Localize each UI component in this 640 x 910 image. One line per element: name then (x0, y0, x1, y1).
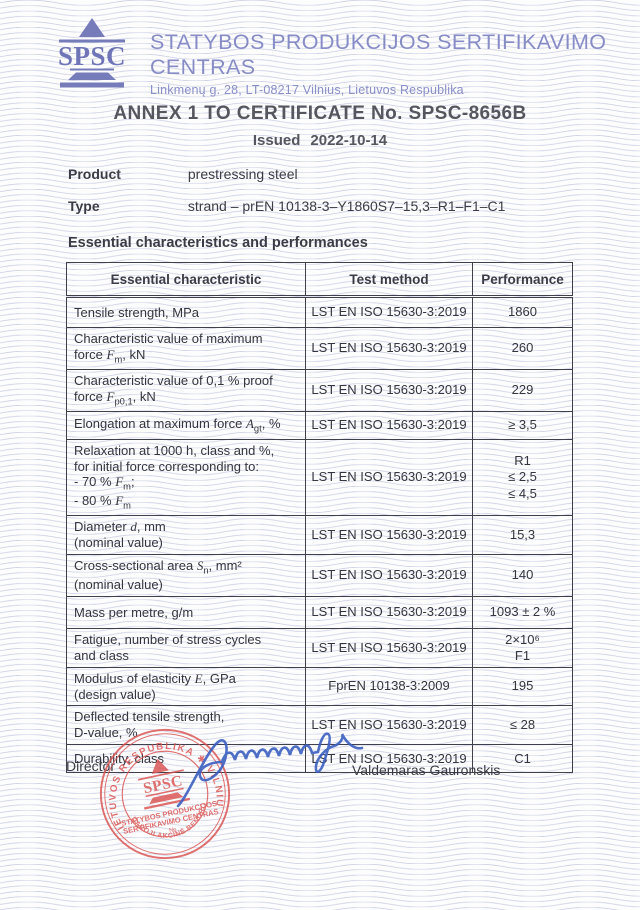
table-row: Mass per metre, g/m LST EN ISO 15630-3:20… (66, 596, 573, 630)
logo-triangle-apex (79, 18, 105, 37)
table-row: Durability, class LST EN ISO 15630-3:2019… (66, 744, 573, 774)
table-row: Tensile strength, MPa LST EN ISO 15630-3:… (66, 296, 573, 328)
table-row: Diameter d, mm (nominal value) LST EN ISO … (66, 515, 573, 556)
table-header-row: Essential characteristic Test method Per… (66, 262, 573, 298)
org-name: STATYBOS PRODUKCIJOS SERTIFIKAVIMO CENTR… (150, 30, 607, 79)
test-method-cell: FprEN 10138-3:2009 (305, 666, 473, 707)
col-header-test-method: Test method (305, 262, 473, 298)
issued-label: Issued (252, 132, 301, 149)
stamp-number-label: № (168, 826, 177, 834)
characteristic-cell: Modulus of elasticity E, GPa (design valu… (66, 666, 306, 707)
performance-cell: 229 (472, 368, 573, 412)
characteristics-table-wrap: Essential characteristic Test method Per… (66, 262, 573, 774)
type-value: strand – prEN 10138-3–Y1860S7–15,3–R1–F1… (187, 198, 506, 214)
characteristic-cell: Mass per metre, g/m (66, 596, 306, 630)
handwritten-signature (176, 732, 364, 808)
org-address: Linkmenų g. 28, LT-08217 Vilnius, Lietuv… (150, 83, 464, 97)
section-heading: Essential characteristics and performanc… (68, 235, 368, 251)
issued-date: 2022-10-14 (310, 132, 388, 149)
performance-cell: 1093 ± 2 % (472, 596, 573, 630)
table-row: Fatigue, number of stress cycles and clas… (66, 628, 573, 668)
test-method-cell: LST EN ISO 15630-3:2019 (305, 438, 473, 517)
characteristic-cell: Tensile strength, MPa (66, 296, 306, 328)
signatory-name: Valdemaras Gauronskis (352, 762, 501, 778)
table-row: Elongation at maximum force Agt, % LST EN… (66, 410, 573, 440)
product-value: prestressing steel (187, 166, 298, 182)
characteristic-cell: Cross-sectional area Sn, mm² (nominal val… (66, 554, 306, 598)
performance-cell: 260 (472, 327, 573, 370)
characteristic-cell: Characteristic value of maximum force Fm,… (66, 327, 306, 370)
characteristic-cell: Diameter d, mm (nominal value) (66, 515, 306, 556)
characteristic-cell: Characteristic value of 0,1 % proof force… (66, 368, 306, 412)
table-row: Characteristic value of 0,1 % proof force… (66, 368, 573, 412)
director-label: Director (66, 758, 116, 774)
product-field: Product prestressing steel (68, 166, 298, 182)
col-header-characteristic: Essential characteristic (66, 262, 306, 298)
type-field: Type strand – prEN 10138-3–Y1860S7–15,3–… (68, 198, 505, 214)
characteristic-cell: Relaxation at 1000 h, class and %, for in… (66, 438, 306, 517)
table-row: Deflected tensile strength, D-value, % LST… (66, 705, 573, 746)
company-stamp: LIETUVOS RESPUBLIKA ✱ VILNIUS ✱ UŽDAROJI… (94, 726, 231, 860)
test-method-cell: LST EN ISO 15630-3:2019 (305, 327, 473, 370)
performance-cell: 195 (472, 666, 573, 707)
type-label: Type (68, 198, 100, 214)
test-method-cell: LST EN ISO 15630-3:2019 (305, 515, 473, 556)
product-label: Product (68, 166, 121, 182)
characteristic-cell: Fatigue, number of stress cycles and clas… (66, 628, 306, 668)
issued-line: Issued 2022-10-14 (0, 132, 640, 149)
table-row: Relaxation at 1000 h, class and %, for in… (66, 438, 573, 517)
performance-cell: 1860 (472, 296, 573, 328)
document-title: ANNEX 1 TO CERTIFICATE No. SPSC-8656B (113, 103, 527, 124)
test-method-cell: LST EN ISO 15630-3:2019 (305, 628, 473, 668)
table-row: Cross-sectional area Sn, mm² (nominal val… (66, 554, 573, 598)
test-method-cell: LST EN ISO 15630-3:2019 (305, 368, 473, 412)
col-header-performance: Performance (472, 262, 573, 298)
performance-cell: R1 ≤ 2,5 ≤ 4,5 (472, 438, 573, 517)
performance-cell: ≤ 28 (472, 705, 573, 746)
performance-cell: ≥ 3,5 (472, 410, 573, 440)
characteristic-cell: Elongation at maximum force Agt, % (66, 410, 306, 440)
logo-text: SPSC (58, 41, 126, 71)
characteristic-cell: Deflected tensile strength, D-value, % (66, 705, 306, 746)
table-row: Modulus of elasticity E, GPa (design valu… (66, 666, 573, 707)
header: STATYBOS PRODUKCIJOS SERTIFIKAVIMO CENTR… (150, 30, 610, 97)
test-method-cell: LST EN ISO 15630-3:2019 (305, 554, 473, 598)
performance-cell: 2×10⁶ F1 (472, 628, 573, 668)
test-method-cell: LST EN ISO 15630-3:2019 (305, 596, 473, 630)
test-method-cell: LST EN ISO 15630-3:2019 (305, 744, 473, 774)
performance-cell: 15,3 (472, 515, 573, 556)
performance-cell: 140 (472, 554, 573, 598)
test-method-cell: LST EN ISO 15630-3:2019 (305, 410, 473, 440)
test-method-cell: LST EN ISO 15630-3:2019 (305, 705, 473, 746)
table-row: Characteristic value of maximum force Fm,… (66, 327, 573, 370)
spsc-logo: SPSC (58, 18, 126, 88)
test-method-cell: LST EN ISO 15630-3:2019 (305, 296, 473, 328)
characteristics-table: Essential characteristic Test method Per… (66, 262, 573, 774)
table-body: Tensile strength, MPa LST EN ISO 15630-3:… (66, 296, 573, 774)
performance-cell: C1 (472, 744, 573, 774)
